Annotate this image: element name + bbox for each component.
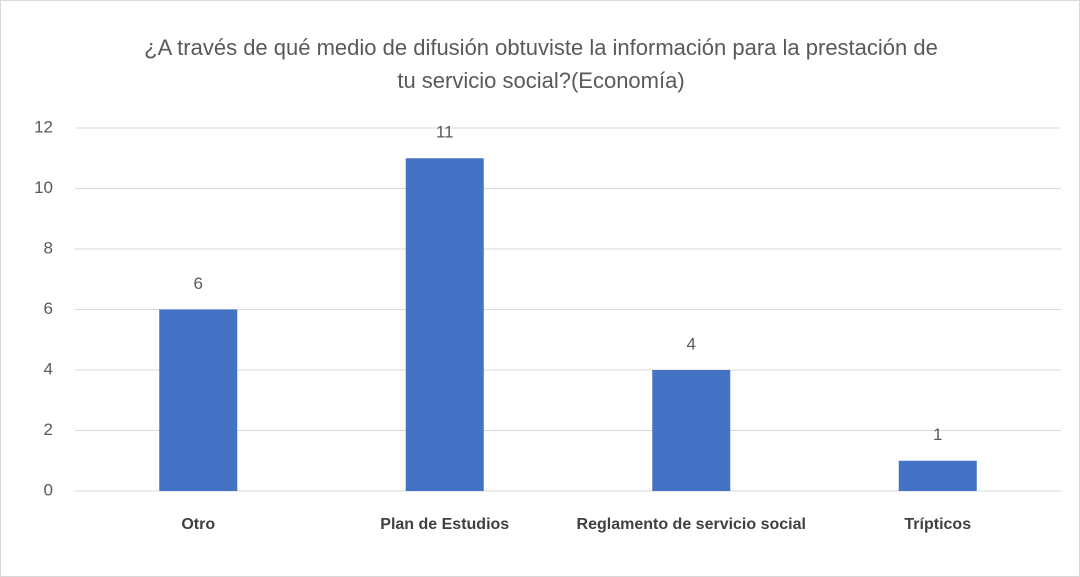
x-tick-label: Trípticos [904, 516, 972, 533]
chart-title: ¿A través de qué medio de difusión obtuv… [144, 35, 938, 93]
bar [159, 309, 238, 491]
y-tick-label: 8 [44, 238, 53, 257]
data-label: 11 [436, 123, 454, 142]
data-label: 6 [194, 274, 203, 293]
y-tick-label: 6 [44, 299, 53, 318]
y-tick-label: 0 [44, 480, 53, 499]
data-label: 4 [687, 334, 696, 353]
y-tick-label: 4 [44, 359, 53, 378]
data-label: 1 [933, 425, 942, 444]
y-tick-label: 10 [34, 178, 53, 197]
x-tick-label: Otro [181, 516, 216, 533]
x-tick-label: Reglamento de servicio social [576, 516, 806, 533]
bar [405, 158, 484, 491]
bar [652, 370, 731, 491]
y-tick-label: 12 [34, 117, 53, 136]
y-tick-label: 2 [44, 420, 53, 439]
x-tick-label: Plan de Estudios [380, 516, 510, 533]
bar [898, 460, 977, 491]
